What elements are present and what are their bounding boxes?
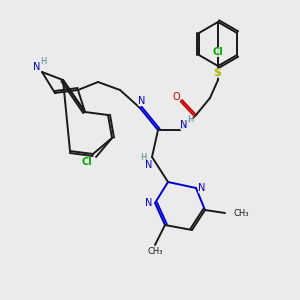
Text: H: H bbox=[140, 154, 146, 163]
Text: O: O bbox=[172, 92, 180, 102]
Text: N: N bbox=[33, 62, 41, 72]
Text: N: N bbox=[145, 198, 153, 208]
Text: Cl: Cl bbox=[213, 47, 224, 57]
Text: N: N bbox=[180, 120, 188, 130]
Text: H: H bbox=[187, 115, 193, 124]
Text: N: N bbox=[138, 96, 146, 106]
Text: H: H bbox=[40, 56, 46, 65]
Text: Cl: Cl bbox=[82, 157, 92, 167]
Text: N: N bbox=[145, 160, 153, 170]
Text: S: S bbox=[213, 68, 221, 78]
Text: N: N bbox=[198, 183, 206, 193]
Text: CH₃: CH₃ bbox=[147, 248, 163, 256]
Text: CH₃: CH₃ bbox=[233, 208, 248, 217]
